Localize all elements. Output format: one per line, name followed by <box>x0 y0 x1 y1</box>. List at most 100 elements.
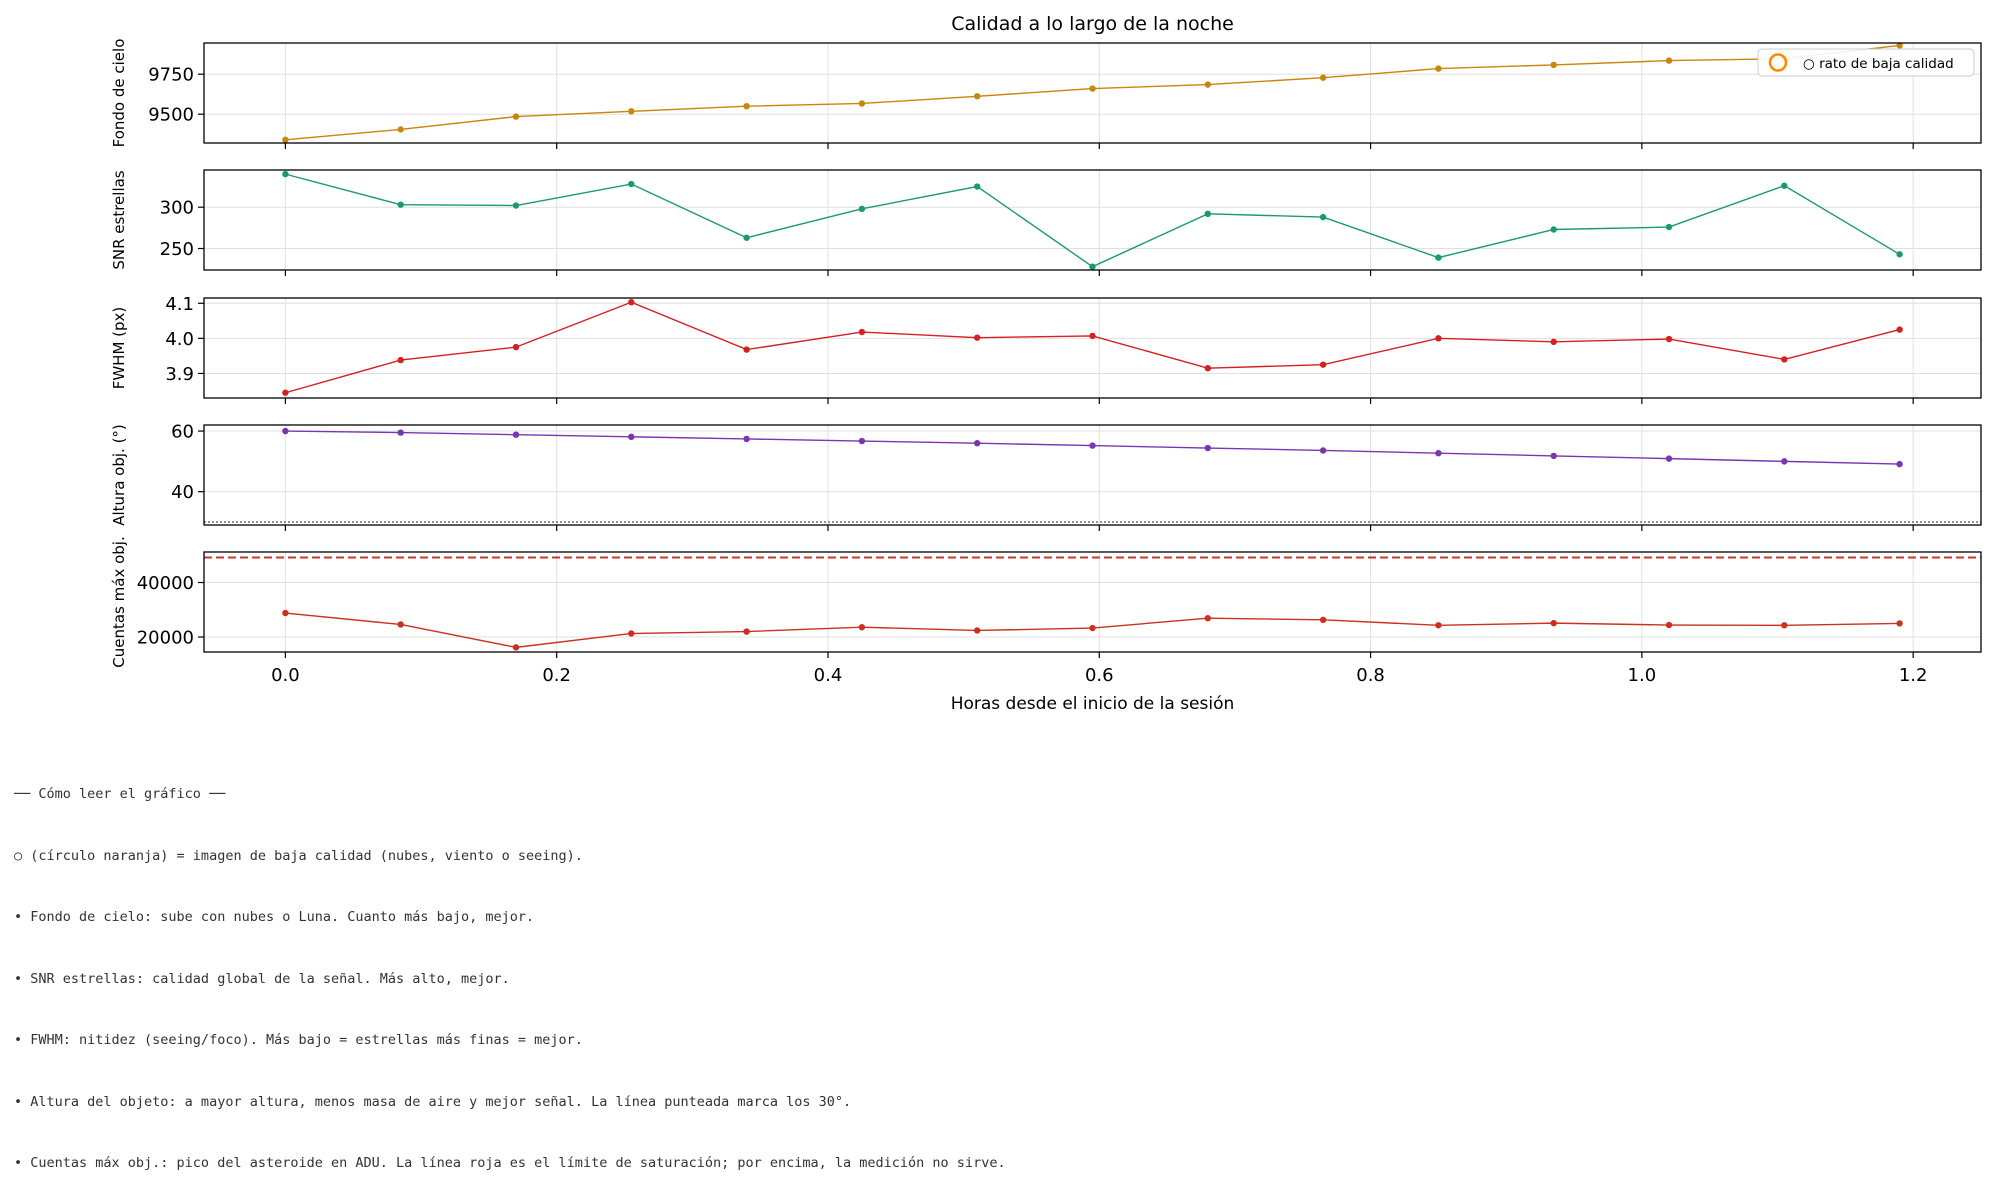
notes-line-low-quality: ○ (círculo naranja) = imagen de baja cal… <box>14 847 583 864</box>
data-point <box>397 356 404 364</box>
data-point <box>397 621 404 628</box>
data-point <box>512 113 520 120</box>
data-point <box>858 328 866 336</box>
notes-line-altitude: • Altura del objeto: a mayor altura, men… <box>14 1093 852 1110</box>
data-point <box>1781 182 1788 189</box>
data-point <box>512 343 520 351</box>
x-tick-label: 1.2 <box>1899 665 1928 686</box>
y-axis-label-panel-4: Altura obj. (°) <box>110 424 128 526</box>
data-point <box>1896 460 1903 468</box>
data-point <box>1204 81 1212 88</box>
data-point <box>1896 251 1903 258</box>
y-axis-label-panel-1: Fondo de cielo <box>110 39 128 148</box>
data-point <box>1550 619 1557 627</box>
data-point <box>282 609 289 617</box>
x-tick-label: 0.2 <box>542 665 571 686</box>
y-tick-label: 300 <box>160 198 194 219</box>
y-axis-label-panel-2: SNR estrellas <box>110 170 128 269</box>
data-point <box>973 627 981 634</box>
data-point <box>512 202 520 209</box>
notes-line-max-counts: • Cuentas máx obj.: pico del asteroide e… <box>14 1155 1006 1171</box>
data-point <box>1435 254 1442 261</box>
y-axis-label-panel-3: FWHM (px) <box>110 307 128 390</box>
data-point <box>1319 213 1327 221</box>
data-point <box>1435 449 1442 457</box>
data-point <box>1550 452 1557 460</box>
data-point <box>1089 263 1096 270</box>
legend-marker-icon <box>1768 53 1788 72</box>
data-point <box>397 429 404 436</box>
data-point <box>1319 447 1327 454</box>
data-point <box>973 334 981 341</box>
data-point <box>743 628 750 635</box>
data-point <box>397 201 404 208</box>
data-point <box>1089 85 1096 92</box>
data-point <box>973 93 981 100</box>
data-point <box>282 170 289 178</box>
data-point <box>973 439 981 447</box>
data-point <box>858 100 866 107</box>
x-axis-label: Horas desde el inicio de la sesión <box>951 694 1235 714</box>
y-axis-label-panel-5: Cuentas máx obj. <box>110 536 128 667</box>
series-line-panel-1 <box>285 44 1900 141</box>
series-line-panel-2 <box>285 173 1900 268</box>
data-point <box>1781 356 1788 363</box>
data-point <box>743 103 750 110</box>
data-point <box>1896 42 1903 49</box>
notes-heading: ── Cómo leer el gráfico ── <box>14 786 226 802</box>
quality-chart: Calidad a lo largo de la noche 9500 9750 Fo… <box>110 13 1982 714</box>
panel-frame-5 <box>203 551 1982 653</box>
data-point <box>1896 326 1903 333</box>
data-point <box>282 427 289 435</box>
y-tick-label: 40 <box>171 482 194 503</box>
data-point <box>282 389 289 396</box>
data-point <box>973 183 981 190</box>
legend-box <box>1757 48 1975 77</box>
notes-line-sky-background: • Fondo de cielo: sube con nubes o Luna.… <box>14 909 535 925</box>
notes-line-fwhm: • FWHM: nitidez (seeing/foco). Más bajo … <box>14 1032 583 1048</box>
data-point <box>282 136 289 143</box>
y-tick-label: 60 <box>171 422 194 443</box>
legend-label: ○ rato de baja calidad <box>1803 56 1954 72</box>
data-point <box>628 180 635 188</box>
panel-frame-2 <box>203 169 1982 271</box>
data-point <box>1896 620 1903 627</box>
y-tick-label: 3.9 <box>165 364 194 385</box>
panel-frame-3 <box>203 297 1982 399</box>
data-point <box>1204 444 1212 452</box>
data-point <box>1550 61 1557 69</box>
data-point <box>628 299 635 306</box>
y-tick-label: 4.0 <box>165 329 194 350</box>
x-tick-label: 1.0 <box>1628 665 1657 686</box>
chart-title: Calidad a lo largo de la noche <box>951 13 1234 35</box>
data-point <box>628 108 635 115</box>
data-point <box>1781 458 1788 465</box>
y-tick-label: 9500 <box>148 105 194 126</box>
data-point <box>743 234 750 241</box>
series-line-panel-3 <box>285 301 1900 394</box>
data-point <box>1319 361 1327 368</box>
data-point <box>1204 615 1212 622</box>
y-tick-label: 9750 <box>148 65 194 86</box>
panel-frame-1 <box>203 42 1982 144</box>
data-point <box>1665 455 1673 462</box>
data-point <box>628 630 635 637</box>
data-point <box>1550 226 1557 233</box>
data-point <box>1089 442 1096 449</box>
data-point <box>1665 57 1673 64</box>
data-point <box>1435 335 1442 342</box>
data-point <box>1089 624 1096 632</box>
data-point <box>512 431 520 438</box>
data-point <box>1089 332 1096 340</box>
data-point <box>743 346 750 353</box>
data-point <box>858 205 866 213</box>
data-point <box>743 435 750 443</box>
y-tick-label: 250 <box>160 239 194 260</box>
data-point <box>1319 74 1327 81</box>
data-point <box>1204 364 1212 372</box>
data-point <box>1665 223 1673 231</box>
x-tick-label: 0.0 <box>271 665 300 686</box>
x-tick-label: 0.6 <box>1085 665 1114 686</box>
data-point <box>858 624 866 631</box>
reading-guide: ── Cómo leer el gráfico ── ○ (círculo na… <box>14 743 1006 1194</box>
